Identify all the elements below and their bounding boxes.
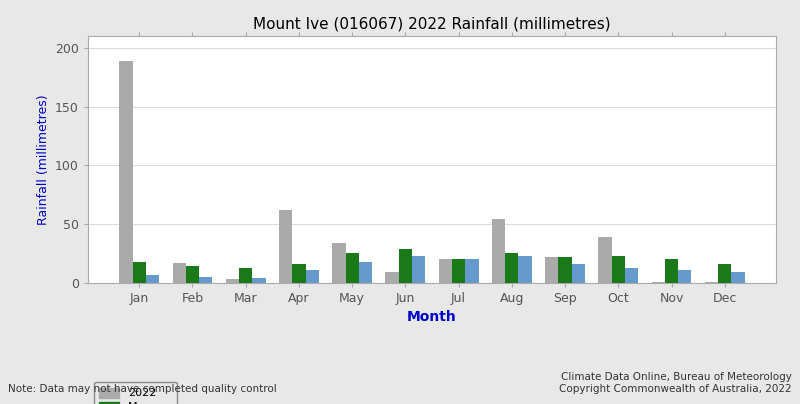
Bar: [119, 61, 133, 283]
Bar: [625, 267, 638, 283]
Bar: [186, 266, 199, 283]
Bar: [146, 275, 159, 283]
Text: Climate Data Online, Bureau of Meteorology
Copyright Commonwealth of Australia, : Climate Data Online, Bureau of Meteorolo…: [559, 372, 792, 394]
Bar: [346, 253, 359, 283]
Y-axis label: Rainfall (millimetres): Rainfall (millimetres): [37, 94, 50, 225]
Bar: [731, 272, 745, 283]
Bar: [452, 259, 466, 283]
Bar: [359, 262, 372, 283]
Bar: [279, 210, 292, 283]
Bar: [332, 243, 346, 283]
X-axis label: Month: Month: [407, 310, 457, 324]
Bar: [386, 272, 398, 283]
Bar: [651, 282, 665, 283]
Bar: [572, 264, 585, 283]
Bar: [292, 264, 306, 283]
Bar: [133, 262, 146, 283]
Bar: [398, 249, 412, 283]
Legend: 2022, Mean, Median, No data: 2022, Mean, Median, No data: [94, 382, 178, 404]
Bar: [173, 263, 186, 283]
Text: Note: Data may not have completed quality control: Note: Data may not have completed qualit…: [8, 384, 277, 394]
Bar: [505, 253, 518, 283]
Bar: [252, 278, 266, 283]
Bar: [306, 270, 319, 283]
Bar: [412, 256, 426, 283]
Bar: [612, 256, 625, 283]
Bar: [226, 279, 239, 283]
Bar: [199, 277, 213, 283]
Bar: [665, 259, 678, 283]
Bar: [239, 267, 252, 283]
Bar: [545, 257, 558, 283]
Bar: [438, 259, 452, 283]
Bar: [718, 264, 731, 283]
Bar: [558, 257, 572, 283]
Bar: [518, 256, 532, 283]
Title: Mount Ive (016067) 2022 Rainfall (millimetres): Mount Ive (016067) 2022 Rainfall (millim…: [253, 16, 611, 31]
Bar: [466, 259, 478, 283]
Bar: [598, 237, 612, 283]
Bar: [705, 282, 718, 283]
Bar: [492, 219, 505, 283]
Bar: [678, 270, 691, 283]
